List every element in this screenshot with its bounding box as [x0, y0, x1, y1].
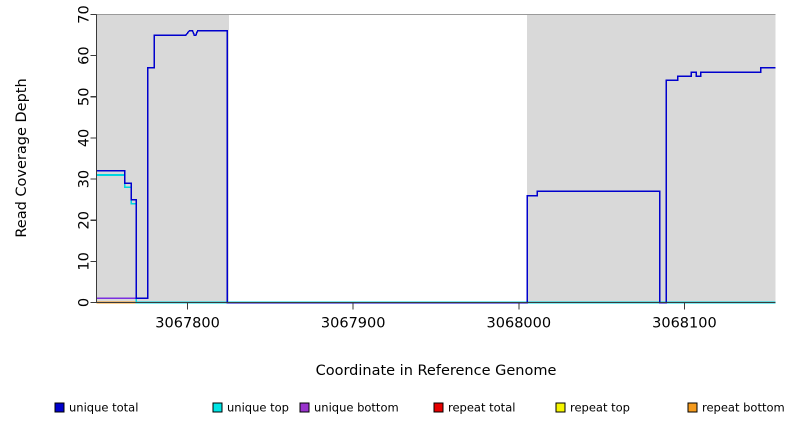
- feature-region-left: [96, 14, 229, 303]
- legend-label-repeat-bottom: repeat bottom: [702, 401, 785, 415]
- legend-swatch-unique-total: [54, 402, 65, 413]
- y-tick-label: 20: [77, 211, 93, 229]
- y-tick-label: 50: [77, 88, 93, 106]
- x-axis-title: Coordinate in Reference Genome: [316, 363, 557, 379]
- legend-swatch-repeat-bottom: [687, 402, 698, 413]
- legend-swatch-unique-bottom: [299, 402, 310, 413]
- chart-legend: unique total unique top unique bottom repea…: [54, 401, 785, 415]
- shaded-regions-layer: [96, 13, 776, 303]
- legend-label-unique-top: unique top: [227, 401, 289, 415]
- legend-label-repeat-total: repeat total: [448, 401, 515, 415]
- legend-label-unique-bottom: unique bottom: [314, 401, 399, 415]
- x-tick-label: 3068100: [652, 316, 717, 332]
- legend-label-repeat-top: repeat top: [570, 401, 630, 415]
- tick-labels-layer: 0 10 20 30 40 50 60 70 3067800 3067900 3068000 3068…: [77, 5, 717, 331]
- legend-swatch-unique-top: [212, 402, 223, 413]
- axes-layer: [90, 13, 776, 310]
- x-tick-label: 3067900: [321, 316, 386, 332]
- legend-label-unique-total: unique total: [69, 401, 138, 415]
- y-tick-label: 30: [77, 170, 93, 188]
- y-axis-title: Read Coverage Depth: [14, 78, 30, 237]
- y-tick-label: 0: [77, 298, 93, 307]
- legend-swatch-repeat-total: [433, 402, 444, 413]
- legend-swatch-repeat-top: [555, 402, 566, 413]
- y-tick-label: 60: [77, 46, 93, 64]
- x-tick-label: 3068000: [487, 316, 552, 332]
- y-tick-label: 40: [77, 129, 93, 147]
- y-tick-label: 10: [77, 252, 93, 270]
- y-tick-label: 70: [77, 5, 93, 23]
- x-tick-label: 3067800: [155, 316, 220, 332]
- feature-region-right: [527, 14, 776, 303]
